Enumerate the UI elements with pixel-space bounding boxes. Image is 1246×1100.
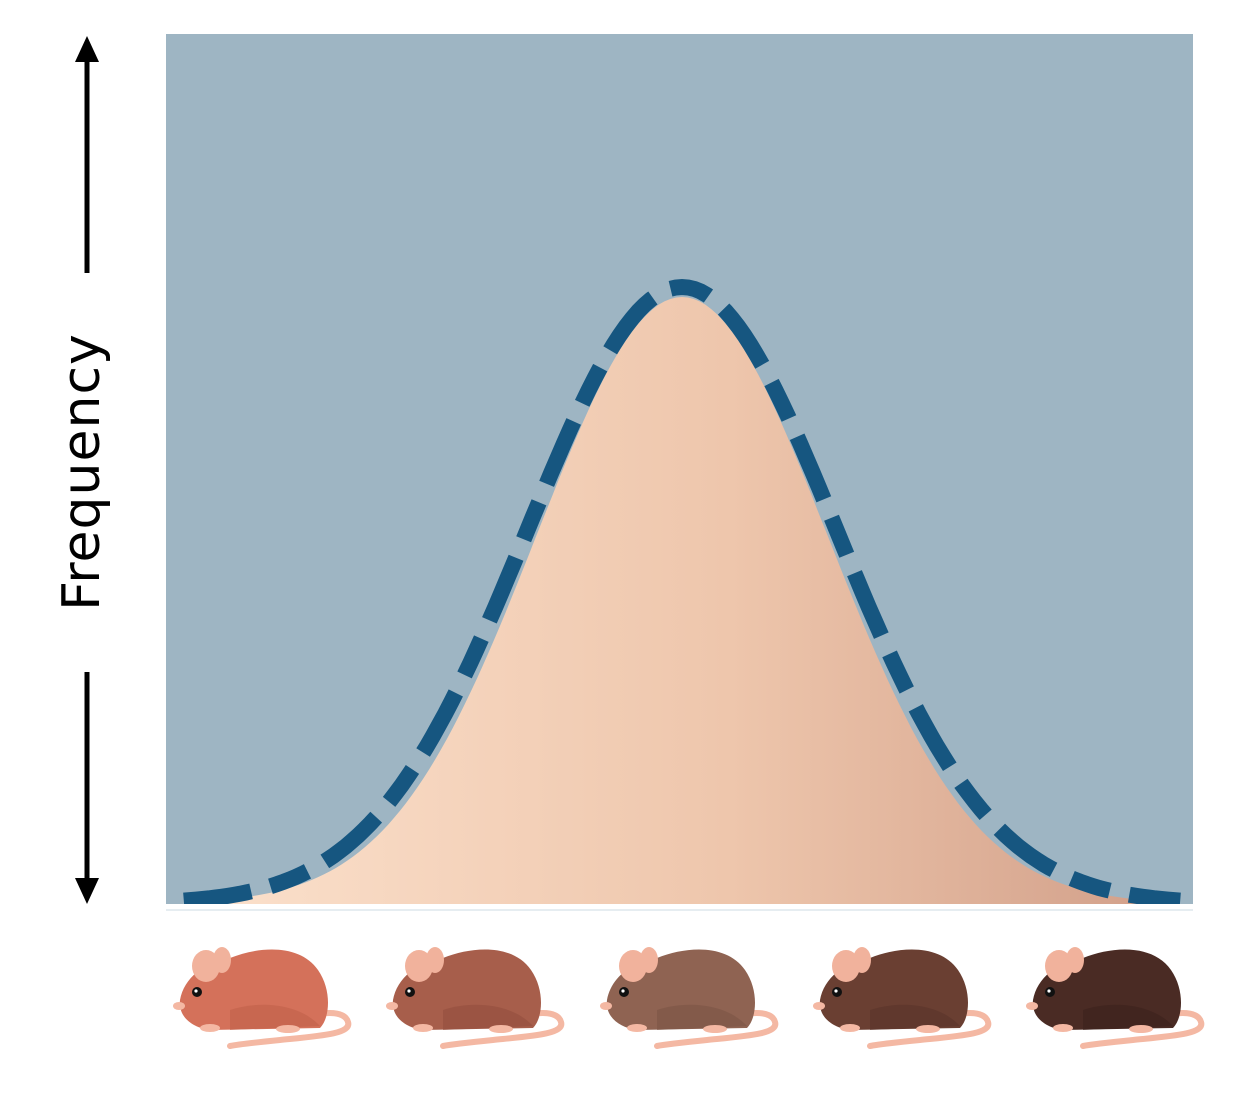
y-axis-arrow <box>75 36 99 904</box>
distribution-fill <box>212 297 1152 904</box>
mouse-back-foot <box>489 1025 513 1033</box>
mouse-ear <box>405 950 433 982</box>
mouse-eye-glint <box>621 989 625 993</box>
distribution-outline <box>183 278 1181 904</box>
mouse-ear-back <box>213 947 231 973</box>
mouse-back-foot <box>916 1025 940 1033</box>
mouse-ear <box>1045 950 1073 982</box>
mouse-tail <box>867 1010 992 1049</box>
mouse-ear-back <box>426 947 444 973</box>
mouse-ear <box>192 950 220 982</box>
mouse-nose <box>600 1002 612 1010</box>
mouse-medium <box>600 947 779 1049</box>
mouse-row <box>173 947 1205 1049</box>
mouse-back-foot <box>276 1025 300 1033</box>
mouse-medium-light <box>386 947 565 1049</box>
mouse-dark <box>1026 947 1205 1049</box>
y-axis-label: Frequency <box>52 333 112 611</box>
mouse-nose <box>173 1002 185 1010</box>
mouse-front-foot <box>200 1024 220 1032</box>
mouse-tail <box>654 1010 779 1049</box>
mouse-shade <box>1083 1004 1173 1030</box>
mouse-ear-back <box>640 947 658 973</box>
mouse-nose <box>813 1002 825 1010</box>
mouse-eye-glint <box>407 989 411 993</box>
mouse-shade <box>443 1004 533 1030</box>
mouse-shade <box>870 1004 960 1030</box>
mouse-back-foot <box>1129 1025 1153 1033</box>
mouse-nose <box>1026 1002 1038 1010</box>
mouse-nose <box>386 1002 398 1010</box>
mouse-front-foot <box>1053 1024 1073 1032</box>
mouse-tail <box>440 1010 565 1049</box>
mouse-front-foot <box>840 1024 860 1032</box>
mouse-back-foot <box>703 1025 727 1033</box>
mouse-front-foot <box>413 1024 433 1032</box>
mouse-medium-dark <box>813 947 992 1049</box>
mouse-ear-back <box>853 947 871 973</box>
y-axis-arrowhead-up <box>75 36 99 62</box>
mouse-front-foot <box>627 1024 647 1032</box>
mouse-tail <box>227 1010 352 1049</box>
mouse-ear <box>619 950 647 982</box>
mouse-ear-back <box>1066 947 1084 973</box>
mouse-ear <box>832 950 860 982</box>
mouse-shade <box>657 1004 747 1030</box>
mouse-eye-glint <box>1047 989 1051 993</box>
mouse-tail <box>1080 1010 1205 1049</box>
mouse-eye-glint <box>834 989 838 993</box>
mouse-eye-glint <box>194 989 198 993</box>
mouse-shade <box>230 1004 320 1030</box>
mouse-light <box>173 947 352 1049</box>
y-axis-arrowhead-down <box>75 878 99 904</box>
